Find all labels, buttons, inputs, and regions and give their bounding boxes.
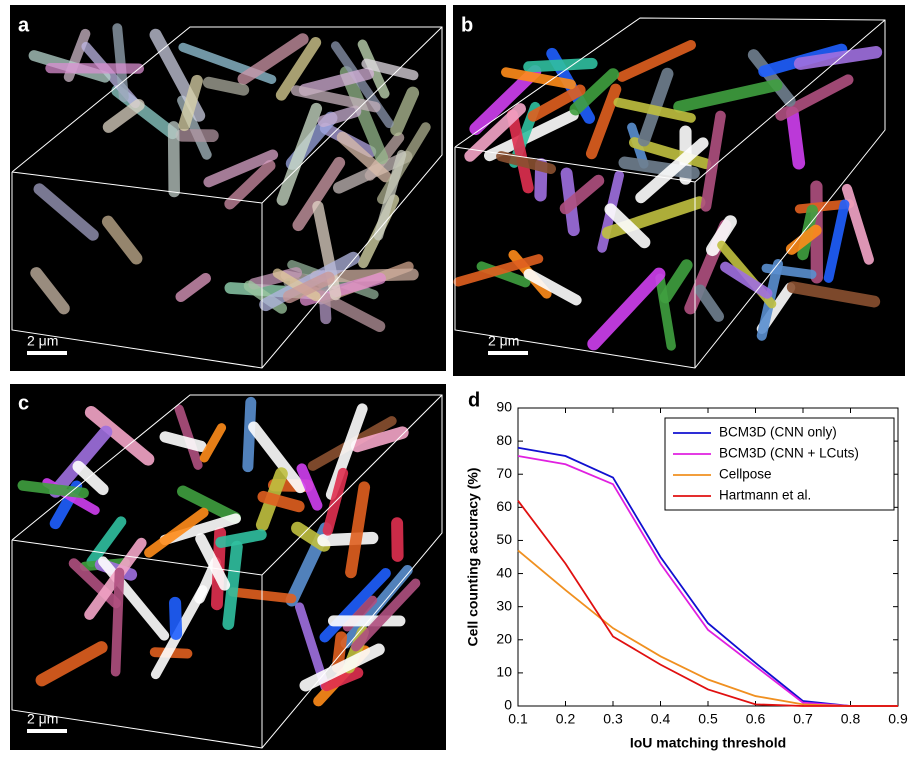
scale-bar xyxy=(27,729,67,733)
cell-rod xyxy=(792,113,799,164)
x-axis-label: IoU matching threshold xyxy=(630,735,786,751)
scale-bar xyxy=(27,351,67,355)
y-tick-label: 50 xyxy=(496,531,512,547)
cell-rod xyxy=(397,523,398,556)
scale-bar-label: 2 μm xyxy=(27,711,58,727)
y-tick-label: 90 xyxy=(496,399,512,415)
x-tick-label: 0.8 xyxy=(841,711,861,727)
panel-label: a xyxy=(18,14,30,36)
x-tick-label: 0.4 xyxy=(651,711,671,727)
panel-label: d xyxy=(468,389,480,411)
scale-bar-label: 2 μm xyxy=(488,333,519,349)
panel-label: b xyxy=(461,14,473,36)
y-tick-label: 70 xyxy=(496,465,512,481)
y-tick-label: 30 xyxy=(496,597,512,613)
y-tick-label: 80 xyxy=(496,432,512,448)
scale-bar xyxy=(488,351,528,355)
x-tick-label: 0.6 xyxy=(746,711,766,727)
cell-rod xyxy=(323,538,372,540)
series-line xyxy=(518,550,898,706)
series-line xyxy=(518,501,898,706)
panel-label: c xyxy=(18,392,29,414)
x-tick-label: 0.7 xyxy=(793,711,813,727)
y-tick-label: 10 xyxy=(496,664,512,680)
x-tick-label: 0.2 xyxy=(556,711,576,727)
cell-rod xyxy=(529,63,592,66)
legend-label: BCM3D (CNN + LCuts) xyxy=(719,446,859,461)
y-axis-label: Cell counting accuracy (%) xyxy=(465,468,481,647)
x-tick-label: 0.1 xyxy=(508,711,528,727)
x-tick-label: 0.5 xyxy=(698,711,718,727)
cell-rod xyxy=(174,127,175,192)
legend-label: BCM3D (CNN only) xyxy=(719,425,837,440)
cell-rod xyxy=(175,603,176,634)
scale-bar-label: 2 μm xyxy=(27,333,58,349)
cell-rod xyxy=(221,535,261,543)
cell-rod xyxy=(116,572,120,671)
y-tick-label: 60 xyxy=(496,498,512,514)
cell-rod xyxy=(117,28,124,97)
x-tick-label: 0.3 xyxy=(603,711,623,727)
y-tick-label: 20 xyxy=(496,630,512,646)
cell-rod xyxy=(248,402,251,466)
cell-rod xyxy=(209,83,244,90)
x-tick-label: 0.9 xyxy=(888,711,908,727)
legend-label: Cellpose xyxy=(719,467,772,482)
legend-label: Hartmann et al. xyxy=(719,488,811,503)
y-tick-label: 40 xyxy=(496,564,512,580)
